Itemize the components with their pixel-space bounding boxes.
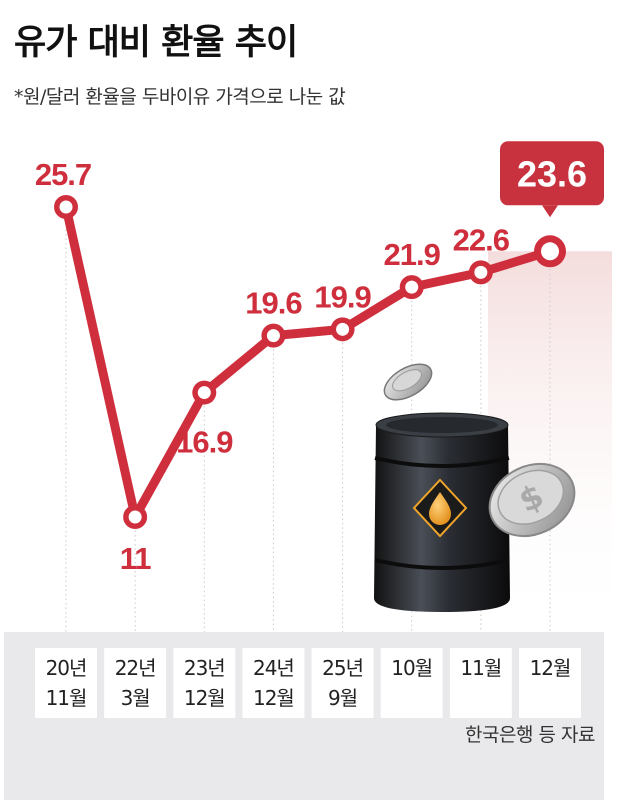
chart-subtitle: *원/달러 환율을 두바이유 가격으로 나눈 값	[14, 86, 346, 108]
data-label: 25.7	[35, 157, 91, 192]
data-point-center	[128, 510, 142, 524]
x-tick: 12월	[519, 648, 581, 718]
x-tick-label: 20년	[46, 656, 87, 680]
x-tick-box	[311, 648, 374, 718]
source-note: 한국은행 등 자료	[465, 724, 595, 746]
x-tick-box	[519, 648, 581, 718]
x-tick: 11월	[449, 648, 512, 718]
data-point-center	[405, 280, 419, 294]
callout-pointer	[542, 205, 558, 218]
x-tick-box	[380, 648, 443, 718]
x-tick-label: 10월	[391, 656, 432, 680]
x-tick-label: 11월	[46, 686, 87, 710]
data-point-center	[336, 322, 350, 336]
x-tick-label: 3월	[121, 686, 150, 710]
chart-title: 유가 대비 환율 추이	[14, 23, 298, 63]
data-point-center	[59, 200, 73, 214]
oil-barrel-and-coin-icon: $	[374, 363, 576, 612]
data-points	[54, 195, 566, 529]
data-labels: 25.7 11 16.9 19.6 19.9 21.9 22.623.6	[35, 141, 604, 576]
data-label: 16.9	[176, 425, 233, 460]
data-label: 19.6	[245, 286, 302, 321]
x-tick-label: 23년	[184, 656, 225, 680]
x-tick-box	[35, 648, 97, 718]
callout-box	[500, 141, 604, 206]
x-tick: 10월	[380, 648, 443, 718]
x-tick-label: 25년	[322, 656, 363, 680]
data-point-center	[197, 386, 211, 400]
x-tick-label: 22년	[115, 656, 156, 680]
data-point-center	[266, 329, 280, 343]
x-tick-box	[449, 648, 512, 718]
x-tick-label: 11월	[460, 656, 501, 680]
data-label: 22.6	[453, 222, 510, 257]
x-tick-box	[104, 648, 167, 718]
x-tick-box	[242, 648, 305, 718]
x-tick-label: 9월	[328, 686, 357, 710]
x-tick-label: 12월	[253, 686, 294, 710]
x-tick-label: 12월	[530, 656, 571, 680]
x-tick-label: 12월	[184, 686, 225, 710]
data-label-highlight: 23.6	[517, 153, 587, 194]
x-tick-label: 24년	[253, 656, 294, 680]
x-tick-box	[173, 648, 236, 718]
data-label: 21.9	[384, 237, 441, 272]
data-point-center	[541, 242, 559, 261]
data-point-center	[474, 265, 488, 279]
data-label: 19.9	[314, 279, 371, 314]
data-label: 11	[120, 541, 152, 576]
